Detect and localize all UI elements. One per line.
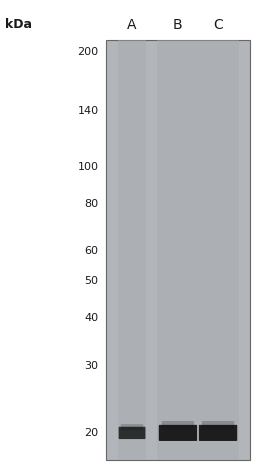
Text: 60: 60: [84, 246, 99, 256]
Text: 40: 40: [84, 313, 99, 323]
FancyBboxPatch shape: [202, 421, 234, 429]
FancyBboxPatch shape: [119, 427, 145, 439]
Text: 30: 30: [84, 361, 99, 371]
FancyBboxPatch shape: [162, 421, 194, 429]
FancyBboxPatch shape: [159, 425, 197, 441]
Bar: [198, 40, 239, 460]
Text: A: A: [127, 18, 137, 32]
Text: 140: 140: [77, 106, 99, 116]
Text: 50: 50: [84, 276, 99, 286]
Text: 80: 80: [84, 199, 99, 209]
Bar: [157, 40, 198, 460]
FancyBboxPatch shape: [121, 424, 143, 430]
Text: kDa: kDa: [5, 18, 32, 31]
Text: B: B: [173, 18, 183, 32]
Text: 100: 100: [78, 162, 99, 172]
Bar: [118, 40, 146, 460]
Text: 200: 200: [77, 47, 99, 57]
FancyBboxPatch shape: [199, 425, 237, 441]
Bar: [106, 40, 250, 460]
Text: 20: 20: [84, 428, 99, 438]
Text: C: C: [213, 18, 223, 32]
